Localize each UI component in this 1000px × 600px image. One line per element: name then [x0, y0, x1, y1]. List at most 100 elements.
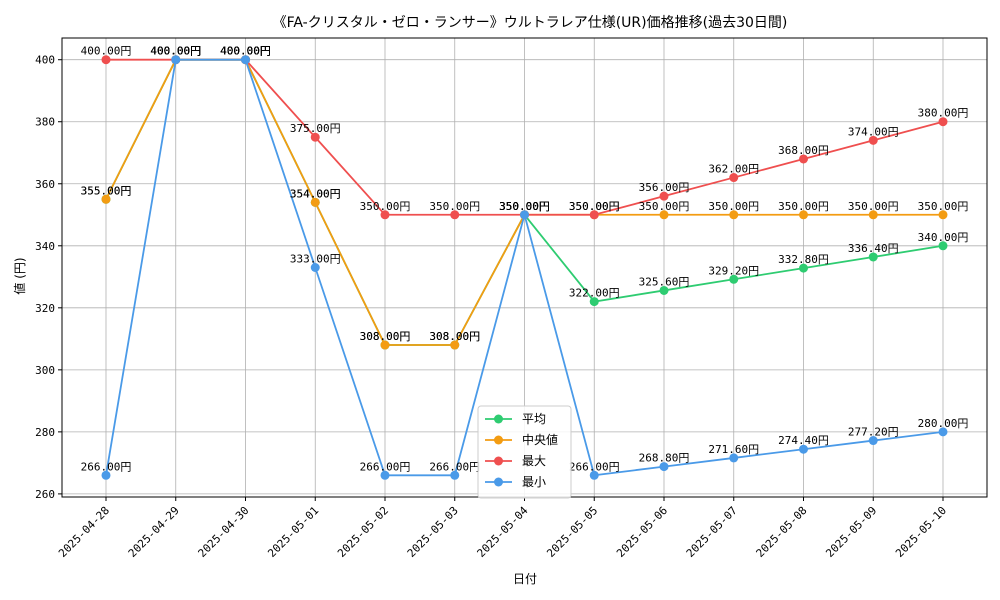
x-tick-label: 2025-05-01 — [265, 504, 321, 560]
data-label: 350.00円 — [499, 200, 550, 213]
x-tick-label: 2025-05-10 — [893, 504, 949, 560]
data-point — [659, 191, 669, 201]
data-point — [799, 210, 808, 220]
data-label: 274.40円 — [778, 434, 829, 447]
data-label: 400.00円 — [220, 45, 271, 58]
data-point — [310, 197, 320, 207]
chart-title: 《FA-クリスタル・ゼロ・ランサー》ウルトラレア仕様(UR)価格推移(過去30日… — [273, 15, 788, 31]
x-tick-label: 2025-05-07 — [684, 504, 740, 560]
data-label: 362.00円 — [708, 163, 759, 176]
data-point — [729, 453, 739, 463]
data-label: 333.00円 — [290, 253, 341, 266]
data-point — [799, 263, 808, 273]
data-label: 266.00円 — [360, 460, 411, 473]
legend-marker — [494, 477, 503, 487]
y-tick-label: 300 — [35, 364, 55, 377]
legend-item: 平均 — [485, 412, 546, 426]
data-label: 308.00円 — [360, 330, 411, 343]
data-label: 354.00円 — [290, 187, 341, 200]
y-tick-label: 400 — [35, 54, 55, 67]
data-label: 400.00円 — [150, 45, 201, 58]
data-label: 356.00円 — [639, 181, 690, 194]
data-point — [729, 274, 739, 284]
data-label: 266.00円 — [81, 460, 132, 473]
legend-label: 平均 — [522, 412, 546, 426]
data-label: 268.80円 — [639, 452, 690, 465]
data-label: 400.00円 — [220, 45, 271, 58]
data-label: 266.00円 — [429, 460, 480, 473]
data-label: 400.00円 — [150, 45, 201, 58]
data-point — [310, 263, 320, 272]
data-label: 308.00円 — [360, 330, 411, 343]
data-point — [241, 55, 250, 65]
data-label: 329.20円 — [708, 264, 759, 277]
x-tick-label: 2025-04-29 — [126, 504, 182, 560]
data-label: 350.00円 — [499, 200, 550, 213]
data-point — [589, 470, 599, 480]
grid-layer — [62, 38, 987, 497]
data-point — [938, 427, 948, 437]
data-point — [101, 194, 111, 204]
data-label: 350.00円 — [499, 200, 550, 213]
data-point — [868, 436, 878, 446]
x-axis-label: 日付 — [513, 572, 537, 586]
data-label: 266.00円 — [569, 460, 620, 473]
data-point — [868, 135, 878, 145]
data-point — [450, 210, 460, 220]
y-tick-label: 380 — [35, 116, 55, 129]
data-point — [938, 210, 948, 220]
data-label: 400.00円 — [220, 45, 271, 58]
data-label: 350.00円 — [429, 200, 480, 213]
data-label: 400.00円 — [81, 45, 132, 58]
x-tick-label: 2025-04-30 — [196, 504, 252, 560]
data-label: 350.00円 — [569, 200, 620, 213]
data-label: 400.00円 — [150, 45, 201, 58]
y-tick-label: 340 — [35, 240, 55, 253]
x-tick-label: 2025-05-08 — [754, 504, 810, 560]
data-label: 308.00円 — [429, 330, 480, 343]
data-label: 336.40円 — [848, 242, 899, 255]
data-point — [799, 444, 808, 454]
legend-item: 中央値 — [485, 432, 558, 447]
data-label: 350.00円 — [569, 200, 620, 213]
legend-marker — [494, 414, 503, 424]
data-label: 350.00円 — [708, 200, 759, 213]
data-label: 332.80円 — [778, 253, 829, 266]
x-tick-label: 2025-05-05 — [544, 504, 600, 560]
x-tick-label: 2025-05-02 — [335, 504, 391, 560]
data-point — [659, 285, 669, 295]
data-label: 354.00円 — [290, 187, 341, 200]
data-label: 350.00円 — [360, 200, 411, 213]
x-tick-label: 2025-04-28 — [56, 504, 112, 560]
series-4 — [101, 55, 948, 480]
data-label: 355.00円 — [81, 184, 132, 197]
data-label: 400.00円 — [150, 45, 201, 58]
y-tick-label: 360 — [35, 178, 55, 191]
legend-label: 中央値 — [522, 432, 558, 447]
x-tick-label: 2025-05-06 — [614, 504, 670, 560]
legend-label: 最小 — [522, 475, 546, 489]
legend-box — [477, 405, 572, 499]
data-point — [310, 132, 320, 142]
data-label: 350.00円 — [918, 200, 969, 213]
data-label: 277.20円 — [848, 426, 899, 439]
data-point — [729, 210, 739, 220]
data-label: 350.00円 — [639, 200, 690, 213]
legend-item: 最大 — [485, 454, 546, 468]
data-point — [171, 55, 181, 65]
data-point — [450, 470, 460, 480]
data-point — [729, 173, 739, 183]
data-point — [799, 154, 808, 164]
data-point — [101, 470, 111, 480]
data-point — [938, 241, 948, 251]
data-label: 374.00円 — [848, 125, 899, 138]
data-labels-layer: 355.00円 400.00円 400.00円 354.00円 308.00円 308.0… — [81, 45, 969, 474]
data-label: 322.00円 — [569, 287, 620, 300]
data-label: 350.00円 — [848, 200, 899, 213]
data-point — [520, 210, 529, 220]
data-label: 340.00円 — [918, 231, 969, 244]
data-label: 350.00円 — [499, 200, 550, 213]
data-label: 368.00円 — [778, 144, 829, 157]
data-label: 280.00円 — [918, 417, 969, 430]
